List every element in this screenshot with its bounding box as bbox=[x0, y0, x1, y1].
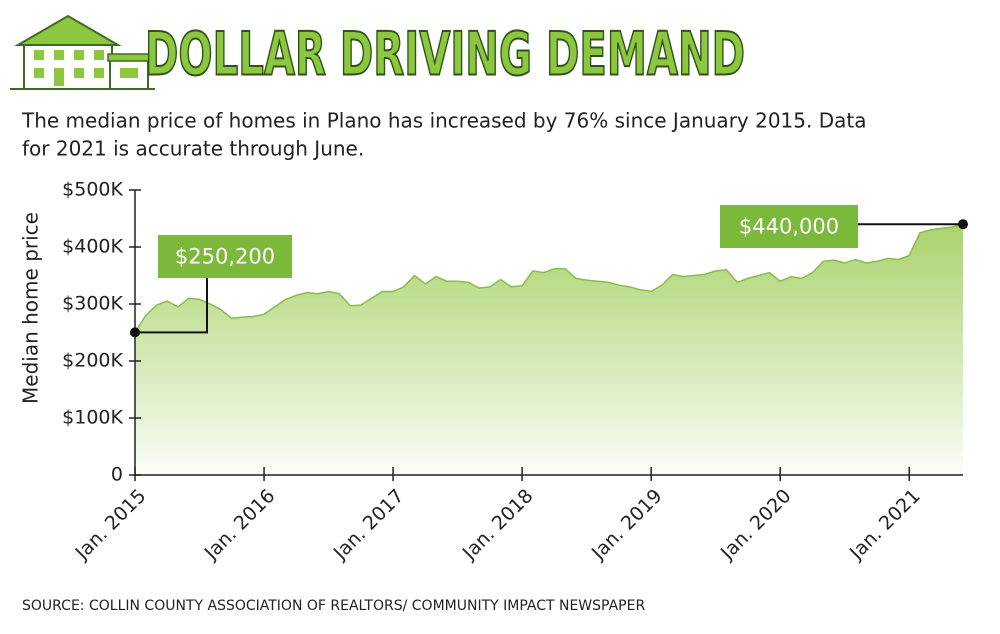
annotation-connector bbox=[135, 278, 208, 334]
y-tick-label: $500K bbox=[62, 179, 123, 201]
source: SOURCE: COLLIN COUNTY ASSOCIATION OF REA… bbox=[22, 598, 645, 614]
y-tick-label: $300K bbox=[62, 293, 123, 315]
point-marker bbox=[130, 327, 140, 338]
x-tick-label: Jan. 2015 bbox=[71, 485, 151, 565]
x-tick-label: Jan. 2016 bbox=[200, 485, 280, 565]
area-line bbox=[134, 223, 964, 333]
value-label: $250,200 bbox=[175, 245, 275, 269]
y-tick-label: 0 bbox=[111, 464, 123, 486]
y-tick-label: $400K bbox=[62, 236, 123, 258]
point-marker bbox=[958, 219, 968, 230]
annotation-box bbox=[158, 235, 292, 278]
subtitle: The median price of homes in Plano has i… bbox=[21, 109, 866, 133]
x-tick-label: Jan. 2020 bbox=[716, 485, 796, 565]
subtitle: for 2021 is accurate through June. bbox=[22, 137, 364, 161]
y-tick-label: $100K bbox=[62, 407, 123, 429]
house-icon bbox=[10, 14, 155, 90]
x-tick-label: Jan. 2019 bbox=[587, 485, 667, 565]
y-tick-label: $200K bbox=[62, 350, 123, 372]
x-tick-label: Jan. 2021 bbox=[845, 485, 925, 565]
area bbox=[135, 224, 963, 475]
x-tick-label: Jan. 2018 bbox=[458, 485, 538, 565]
value-label: $440,000 bbox=[739, 215, 839, 239]
y-axis-label: Median home price bbox=[19, 212, 43, 404]
x-tick-label: Jan. 2017 bbox=[329, 485, 409, 565]
annotation-box bbox=[720, 205, 858, 248]
chart-title: DOLLAR DRIVING DEMAND bbox=[145, 20, 745, 90]
